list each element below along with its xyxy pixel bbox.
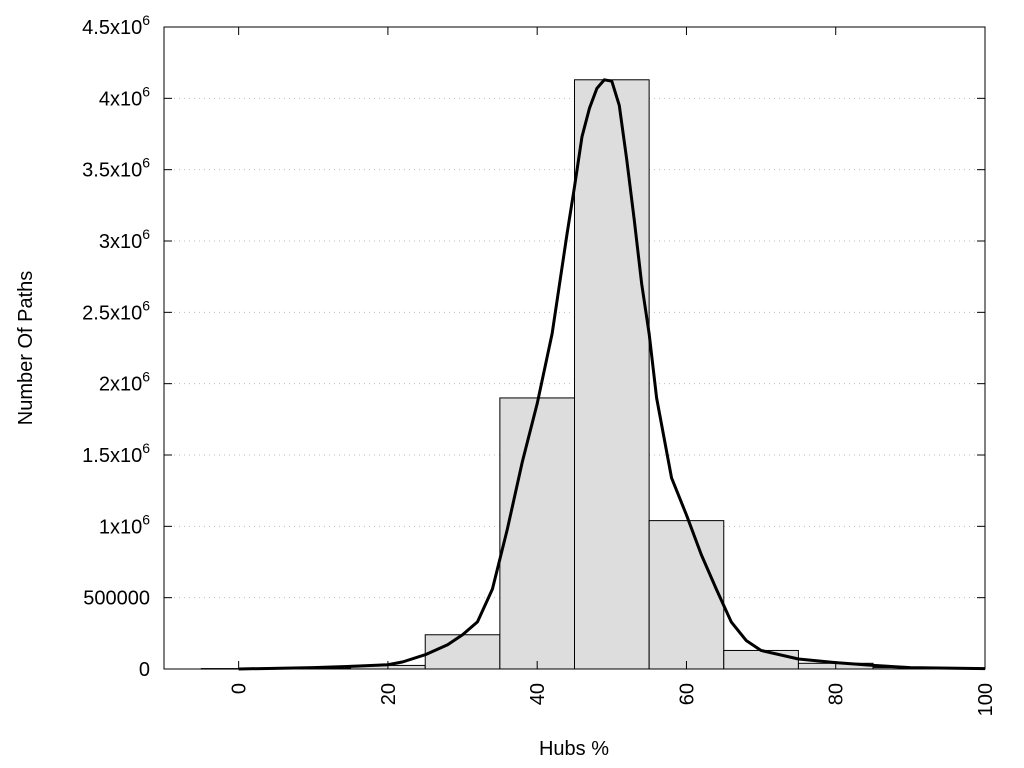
histogram-bar xyxy=(499,397,576,670)
x-tick-label: 100 xyxy=(975,683,997,716)
x-tick-label: 80 xyxy=(826,683,848,705)
y-tick-label: 3.5x106 xyxy=(82,155,150,182)
histogram-bar xyxy=(648,520,725,670)
y-tick-label: 2.5x106 xyxy=(82,297,150,324)
x-tick-label: 40 xyxy=(527,683,549,705)
plot-frame xyxy=(163,26,986,670)
y-tick-label: 3x106 xyxy=(99,226,150,253)
y-tick-label: 0 xyxy=(139,659,150,681)
x-tick-label: 60 xyxy=(676,683,698,705)
histogram-bar xyxy=(723,649,799,670)
axis-ticks xyxy=(164,26,986,670)
fit-curve xyxy=(238,78,986,671)
y-axis-title: Number Of Paths xyxy=(15,271,37,426)
histogram-bars xyxy=(200,79,949,670)
y-tick-label: 500000 xyxy=(83,588,150,610)
histogram-bar xyxy=(424,634,501,670)
y-tick-label: 4x106 xyxy=(99,83,150,110)
x-tick-label: 20 xyxy=(378,683,400,705)
x-tick-label: 0 xyxy=(229,683,251,694)
x-axis-title: Hubs % xyxy=(539,738,609,760)
x-tick-labels: 0 20 40 60 80 100 xyxy=(229,683,997,716)
y-tick-label: 4.5x106 xyxy=(82,12,150,39)
y-tick-label: 2x106 xyxy=(99,369,150,396)
y-tick-label: 1x106 xyxy=(99,511,150,538)
y-tick-label: 1.5x106 xyxy=(82,440,150,467)
histogram-bar xyxy=(574,79,650,670)
y-tick-labels: 0 500000 1x106 1.5x106 2x106 2.5x106 3x106 3.5x… xyxy=(82,12,150,681)
